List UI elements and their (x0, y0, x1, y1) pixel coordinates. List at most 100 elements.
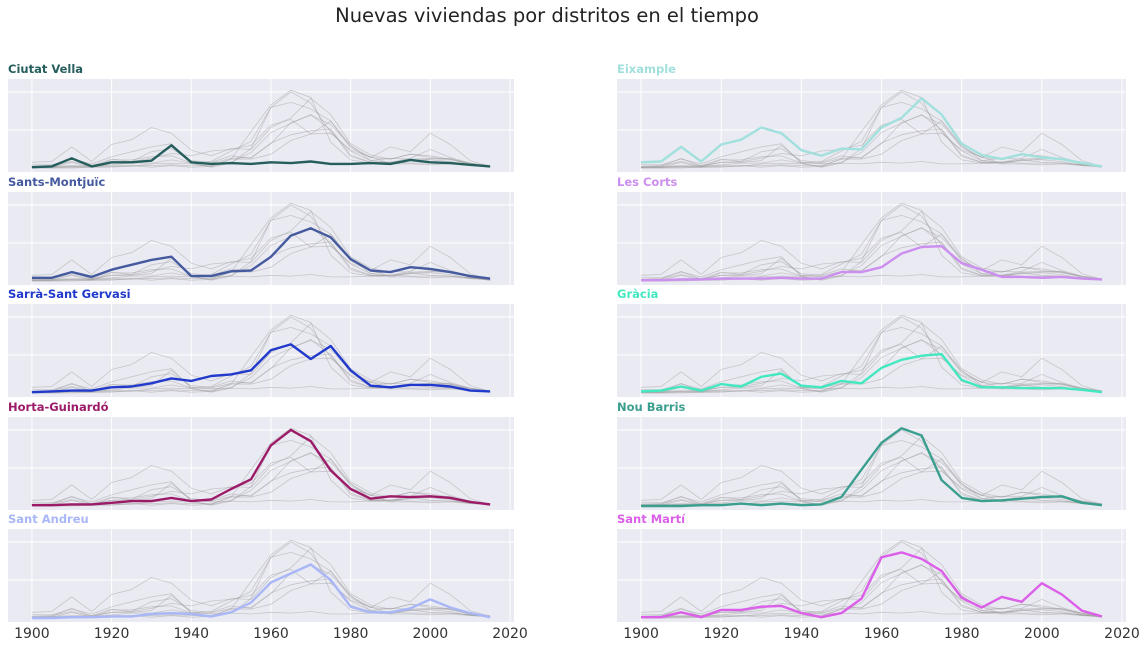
background-series-line (640, 466, 1103, 506)
panel-title: Nou Barris (617, 400, 686, 414)
x-tick-label: 2020 (492, 626, 528, 642)
x-tick-label: 2020 (1104, 626, 1140, 642)
background-series-line (31, 202, 491, 282)
background-series-line (640, 547, 1103, 617)
panel-title: Sarrà-Sant Gervasi (8, 287, 131, 301)
background-series-line (640, 118, 1103, 168)
x-tick-label: 1940 (173, 626, 209, 642)
background-series-line (641, 539, 1103, 619)
background-series-line (31, 257, 491, 281)
x-tick-label: 2000 (1024, 626, 1060, 642)
x-tick-label: 1960 (864, 626, 900, 642)
background-series-line (31, 482, 491, 506)
background-series-line (640, 343, 1103, 393)
background-series-line (31, 564, 491, 616)
background-series-line (640, 128, 1103, 168)
background-series-line (641, 564, 1103, 619)
panel-background (8, 529, 514, 622)
background-series-line (31, 326, 491, 393)
panel-grid: Ciutat Vella Eixample Sants-Montjuïc Les Co… (8, 62, 1140, 642)
background-series-line (31, 452, 491, 507)
background-series-line (641, 101, 1103, 168)
x-tick-label: 1980 (944, 626, 980, 642)
panel-gracia: Gràcia (617, 287, 1126, 397)
background-series-line (641, 439, 1103, 506)
background-series-line (31, 427, 491, 507)
background-series-line (31, 204, 491, 281)
series-line-horta-guinardo (31, 428, 491, 507)
panel-title: Sant Martí (617, 512, 686, 526)
background-series-line (31, 541, 491, 618)
x-tick-label: 1920 (94, 626, 130, 642)
background-series-line (641, 114, 1103, 169)
background-series-line (641, 91, 1103, 168)
background-series-line (640, 435, 1103, 505)
panel-title: Gràcia (617, 287, 658, 301)
background-series-line (641, 227, 1103, 279)
panel-title: Sants-Montjuïc (8, 175, 105, 189)
x-tick-label: 1960 (253, 626, 289, 642)
panel-ciutat-vella: Ciutat Vella (8, 62, 514, 172)
panel-sant-andreu: Sant Andreu 1900 1920 1940 1960 1980 2000 2020 (8, 512, 528, 642)
background-series-line (640, 322, 1103, 392)
background-series-line (31, 97, 491, 167)
panel-title: Horta-Guinardó (8, 400, 109, 414)
background-series-line (31, 339, 491, 394)
series-line-sant-andreu (31, 563, 491, 620)
series-line-ciutat-vella (31, 144, 491, 169)
background-series-line (31, 231, 491, 281)
background-series-line (31, 594, 491, 618)
panel-title: Les Corts (617, 175, 677, 189)
background-series-line (640, 369, 1103, 393)
panel-background (617, 304, 1126, 397)
series-line-sarra-sant-gervasi (31, 343, 491, 394)
background-series-line (641, 316, 1103, 393)
background-series-line (31, 568, 491, 618)
x-tick-label: 1940 (784, 626, 820, 642)
background-series-line (31, 353, 491, 393)
background-series-line (31, 452, 491, 504)
series-line-les-corts (641, 244, 1103, 282)
background-series-line (31, 578, 491, 618)
background-series-line (640, 231, 1103, 281)
series-line-eixample (640, 97, 1103, 168)
x-tick-label: 2000 (413, 626, 449, 642)
panel-background (8, 304, 514, 397)
background-series-line (31, 227, 491, 282)
figure-title: Nuevas viviendas por distritos en el tie… (335, 4, 759, 27)
background-series-line (31, 466, 491, 506)
panel-horta-guinardo: Horta-Guinardó (8, 400, 514, 510)
background-series-line (31, 551, 491, 618)
background-series-line (641, 452, 1103, 504)
background-series-line (641, 314, 1103, 394)
panel-background (617, 417, 1126, 510)
background-series-line (31, 114, 491, 166)
series-line-sants-montjuic (31, 227, 491, 280)
background-series-line (641, 214, 1103, 281)
background-series-line (31, 101, 491, 168)
x-tick-label: 1900 (623, 626, 659, 642)
background-series-line (31, 439, 491, 506)
panel-eixample: Eixample (617, 62, 1126, 172)
series-line-nou-barris (641, 427, 1103, 508)
panel-les-corts: Les Corts (617, 175, 1126, 285)
x-tick-label: 1920 (703, 626, 739, 642)
panel-title: Sant Andreu (8, 512, 89, 526)
background-series-line (641, 564, 1103, 616)
background-series-line (31, 132, 491, 168)
background-series-line (31, 214, 491, 281)
panel-sant-marti: Sant Martí 1900 1920 1940 1960 1980 2000 2020 (617, 512, 1140, 642)
x-tick-label: 1980 (333, 626, 369, 642)
background-series-line (641, 429, 1103, 506)
background-series-line (641, 202, 1103, 282)
series-line-gracia (640, 352, 1103, 394)
panel-sants-montjuic: Sants-Montjuïc (8, 175, 514, 285)
panel-nou-barris: Nou Barris (617, 400, 1126, 510)
background-series-line (641, 582, 1103, 618)
panel-title: Ciutat Vella (8, 62, 83, 76)
background-series-line (641, 470, 1103, 506)
background-series-line (641, 132, 1103, 168)
background-series-line (31, 435, 491, 505)
background-series-line (641, 541, 1103, 618)
